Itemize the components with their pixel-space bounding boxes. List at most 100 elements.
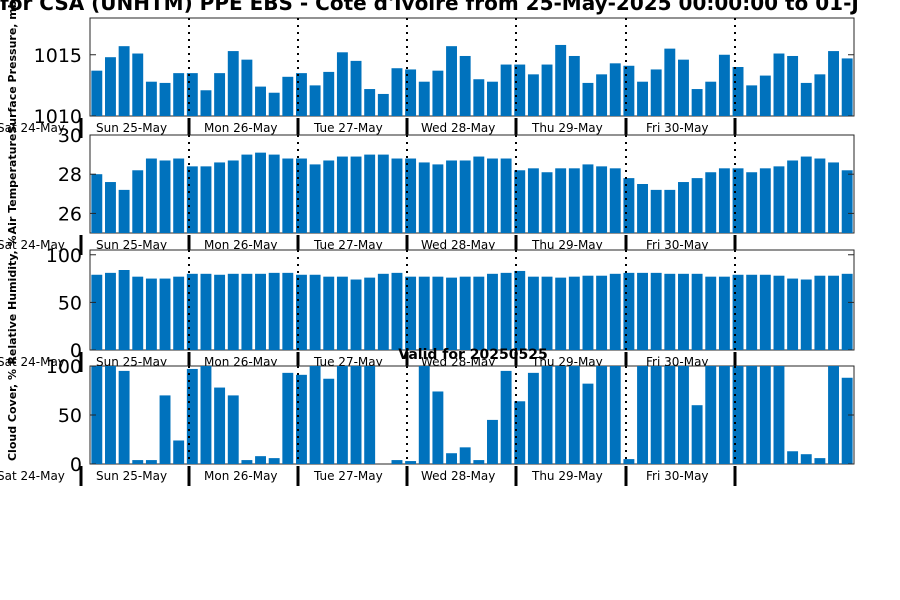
- bar: [691, 178, 703, 233]
- bar: [336, 52, 348, 116]
- y-tick-label: 30: [58, 125, 82, 147]
- bar: [241, 273, 253, 350]
- bar: [500, 272, 512, 350]
- bar: [296, 73, 307, 117]
- bar: [582, 275, 594, 350]
- bar: [691, 405, 703, 464]
- bar: [800, 82, 812, 116]
- bar: [787, 160, 799, 233]
- bar: [227, 395, 239, 464]
- bar: [446, 46, 457, 116]
- bar: [582, 82, 594, 116]
- bar: [91, 174, 103, 233]
- x-tick-label: Fri 30-May: [646, 469, 709, 483]
- bar: [241, 59, 253, 116]
- bar: [391, 272, 403, 350]
- x-tick-label: Sun 25-May: [96, 121, 167, 135]
- bar: [582, 164, 594, 233]
- bar: [541, 172, 553, 233]
- bar: [391, 158, 403, 233]
- bar: [555, 277, 567, 350]
- bar: [350, 279, 362, 350]
- bar: [541, 64, 553, 116]
- bar: [200, 90, 212, 116]
- bar: [282, 158, 294, 233]
- bar: [350, 156, 362, 233]
- bar: [527, 372, 539, 464]
- bar: [405, 276, 417, 350]
- bar: [241, 460, 253, 464]
- bar: [132, 460, 144, 464]
- bar: [787, 278, 799, 350]
- bar: [609, 168, 621, 233]
- bar: [582, 383, 594, 464]
- bar: [541, 276, 553, 350]
- bar: [214, 73, 226, 117]
- bar: [841, 377, 853, 464]
- bar: [364, 366, 376, 464]
- x-tick-label: Tue 27-May: [313, 121, 383, 135]
- y-axis-label: Relative Humidity, %: [6, 235, 19, 364]
- bar: [132, 53, 144, 116]
- x-tick-label: Wed 28-May: [421, 121, 495, 135]
- bar: [173, 276, 185, 350]
- bar: [828, 51, 839, 116]
- y-tick-label: 0: [70, 340, 82, 362]
- bar: [773, 275, 785, 350]
- x-tick-label: Mon 26-May: [204, 121, 278, 135]
- bar: [637, 81, 648, 116]
- bar: [718, 54, 730, 116]
- bar: [678, 59, 689, 116]
- bar: [91, 70, 103, 116]
- bar: [323, 276, 335, 350]
- bar: [527, 168, 539, 233]
- bar: [841, 273, 853, 350]
- chart-title: for CSA (UNHTM) PPE EBS - Cote d'Ivoire …: [0, 0, 859, 15]
- bar: [309, 164, 321, 233]
- bar: [732, 67, 744, 116]
- bar: [664, 48, 676, 117]
- bar: [623, 178, 635, 233]
- bar: [841, 170, 853, 233]
- bar: [773, 166, 785, 233]
- chart-panel-2: 26 28 30 Air Temperature Sat 24-May Sun 25-Ma…: [0, 125, 855, 255]
- bar: [336, 276, 348, 350]
- bar: [391, 68, 403, 116]
- bar: [828, 366, 839, 464]
- bar: [309, 366, 321, 464]
- bar: [105, 272, 116, 350]
- bar: [459, 447, 471, 464]
- bar: [664, 366, 676, 464]
- y-tick-label: 28: [58, 164, 82, 186]
- bar: [609, 63, 621, 116]
- bar: [473, 79, 485, 116]
- bar: [555, 44, 567, 117]
- bar: [609, 366, 621, 464]
- bar: [459, 160, 471, 233]
- bar: [432, 391, 444, 464]
- y-tick-label: 50: [58, 405, 82, 427]
- bar: [527, 74, 539, 116]
- bar: [268, 92, 280, 116]
- bar: [800, 279, 812, 350]
- bar: [227, 160, 239, 233]
- bar: [200, 166, 212, 233]
- bar: [718, 276, 730, 350]
- bar: [746, 274, 758, 350]
- bar: [145, 81, 157, 116]
- x-tick-label: Thu 29-May: [531, 469, 603, 483]
- bar: [705, 366, 717, 464]
- bar: [268, 154, 280, 233]
- bar: [118, 370, 130, 464]
- bar: [145, 460, 157, 464]
- x-tick-label: Wed 28-May: [421, 469, 495, 483]
- bar: [473, 156, 485, 233]
- bar: [500, 64, 512, 116]
- bar: [759, 274, 771, 350]
- bar: [214, 387, 226, 464]
- x-tick-label: Thu 29-May: [531, 121, 603, 135]
- bar: [214, 274, 226, 350]
- bar: [596, 366, 608, 464]
- bar: [800, 156, 812, 233]
- bar: [418, 81, 430, 116]
